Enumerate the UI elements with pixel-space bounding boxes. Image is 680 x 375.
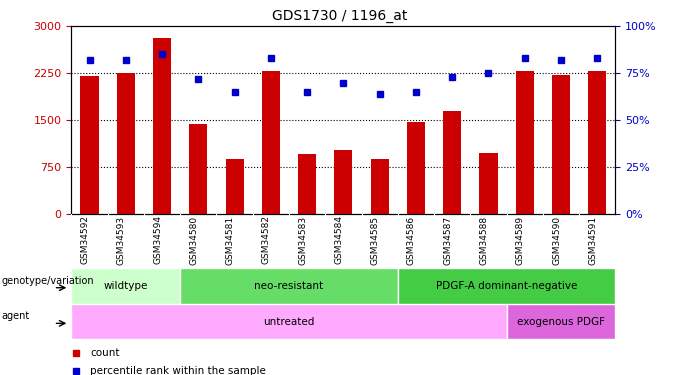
Text: GSM34580: GSM34580 xyxy=(189,215,199,264)
Text: GSM34585: GSM34585 xyxy=(371,215,379,264)
Bar xyxy=(515,71,534,214)
Text: GSM34582: GSM34582 xyxy=(262,215,271,264)
Text: exogenous PDGF: exogenous PDGF xyxy=(517,316,605,327)
Text: GDS1730 / 1196_at: GDS1730 / 1196_at xyxy=(272,9,408,23)
Bar xyxy=(226,159,243,214)
Text: GSM34583: GSM34583 xyxy=(298,215,307,264)
Text: GSM34591: GSM34591 xyxy=(588,215,597,264)
Bar xyxy=(507,304,615,339)
Text: GSM34581: GSM34581 xyxy=(226,215,235,264)
Bar xyxy=(479,153,498,214)
Bar xyxy=(443,111,461,214)
Text: GSM34589: GSM34589 xyxy=(515,215,525,264)
Bar xyxy=(153,38,171,214)
Bar xyxy=(189,124,207,214)
Text: GSM34587: GSM34587 xyxy=(443,215,452,264)
Text: count: count xyxy=(90,348,120,357)
Bar xyxy=(180,268,398,304)
Text: percentile rank within the sample: percentile rank within the sample xyxy=(90,366,267,375)
Bar xyxy=(298,154,316,214)
Bar xyxy=(588,71,607,214)
Text: GSM34593: GSM34593 xyxy=(117,215,126,264)
Text: genotype/variation: genotype/variation xyxy=(1,276,94,286)
Bar xyxy=(80,76,99,214)
Text: agent: agent xyxy=(1,311,30,321)
Text: GSM34594: GSM34594 xyxy=(153,215,162,264)
Text: untreated: untreated xyxy=(263,316,315,327)
Bar xyxy=(71,268,180,304)
Text: GSM34584: GSM34584 xyxy=(335,215,343,264)
Text: wildtype: wildtype xyxy=(103,281,148,291)
Bar xyxy=(371,159,389,214)
Bar xyxy=(335,150,352,214)
Bar xyxy=(71,304,507,339)
Bar xyxy=(552,75,570,214)
Text: neo-resistant: neo-resistant xyxy=(254,281,324,291)
Text: GSM34590: GSM34590 xyxy=(552,215,561,264)
Bar xyxy=(117,73,135,214)
Text: GSM34586: GSM34586 xyxy=(407,215,416,264)
Bar xyxy=(262,71,280,214)
Text: PDGF-A dominant-negative: PDGF-A dominant-negative xyxy=(436,281,577,291)
Bar xyxy=(398,268,615,304)
Text: GSM34588: GSM34588 xyxy=(479,215,488,264)
Text: GSM34592: GSM34592 xyxy=(80,215,90,264)
Bar xyxy=(407,122,425,214)
